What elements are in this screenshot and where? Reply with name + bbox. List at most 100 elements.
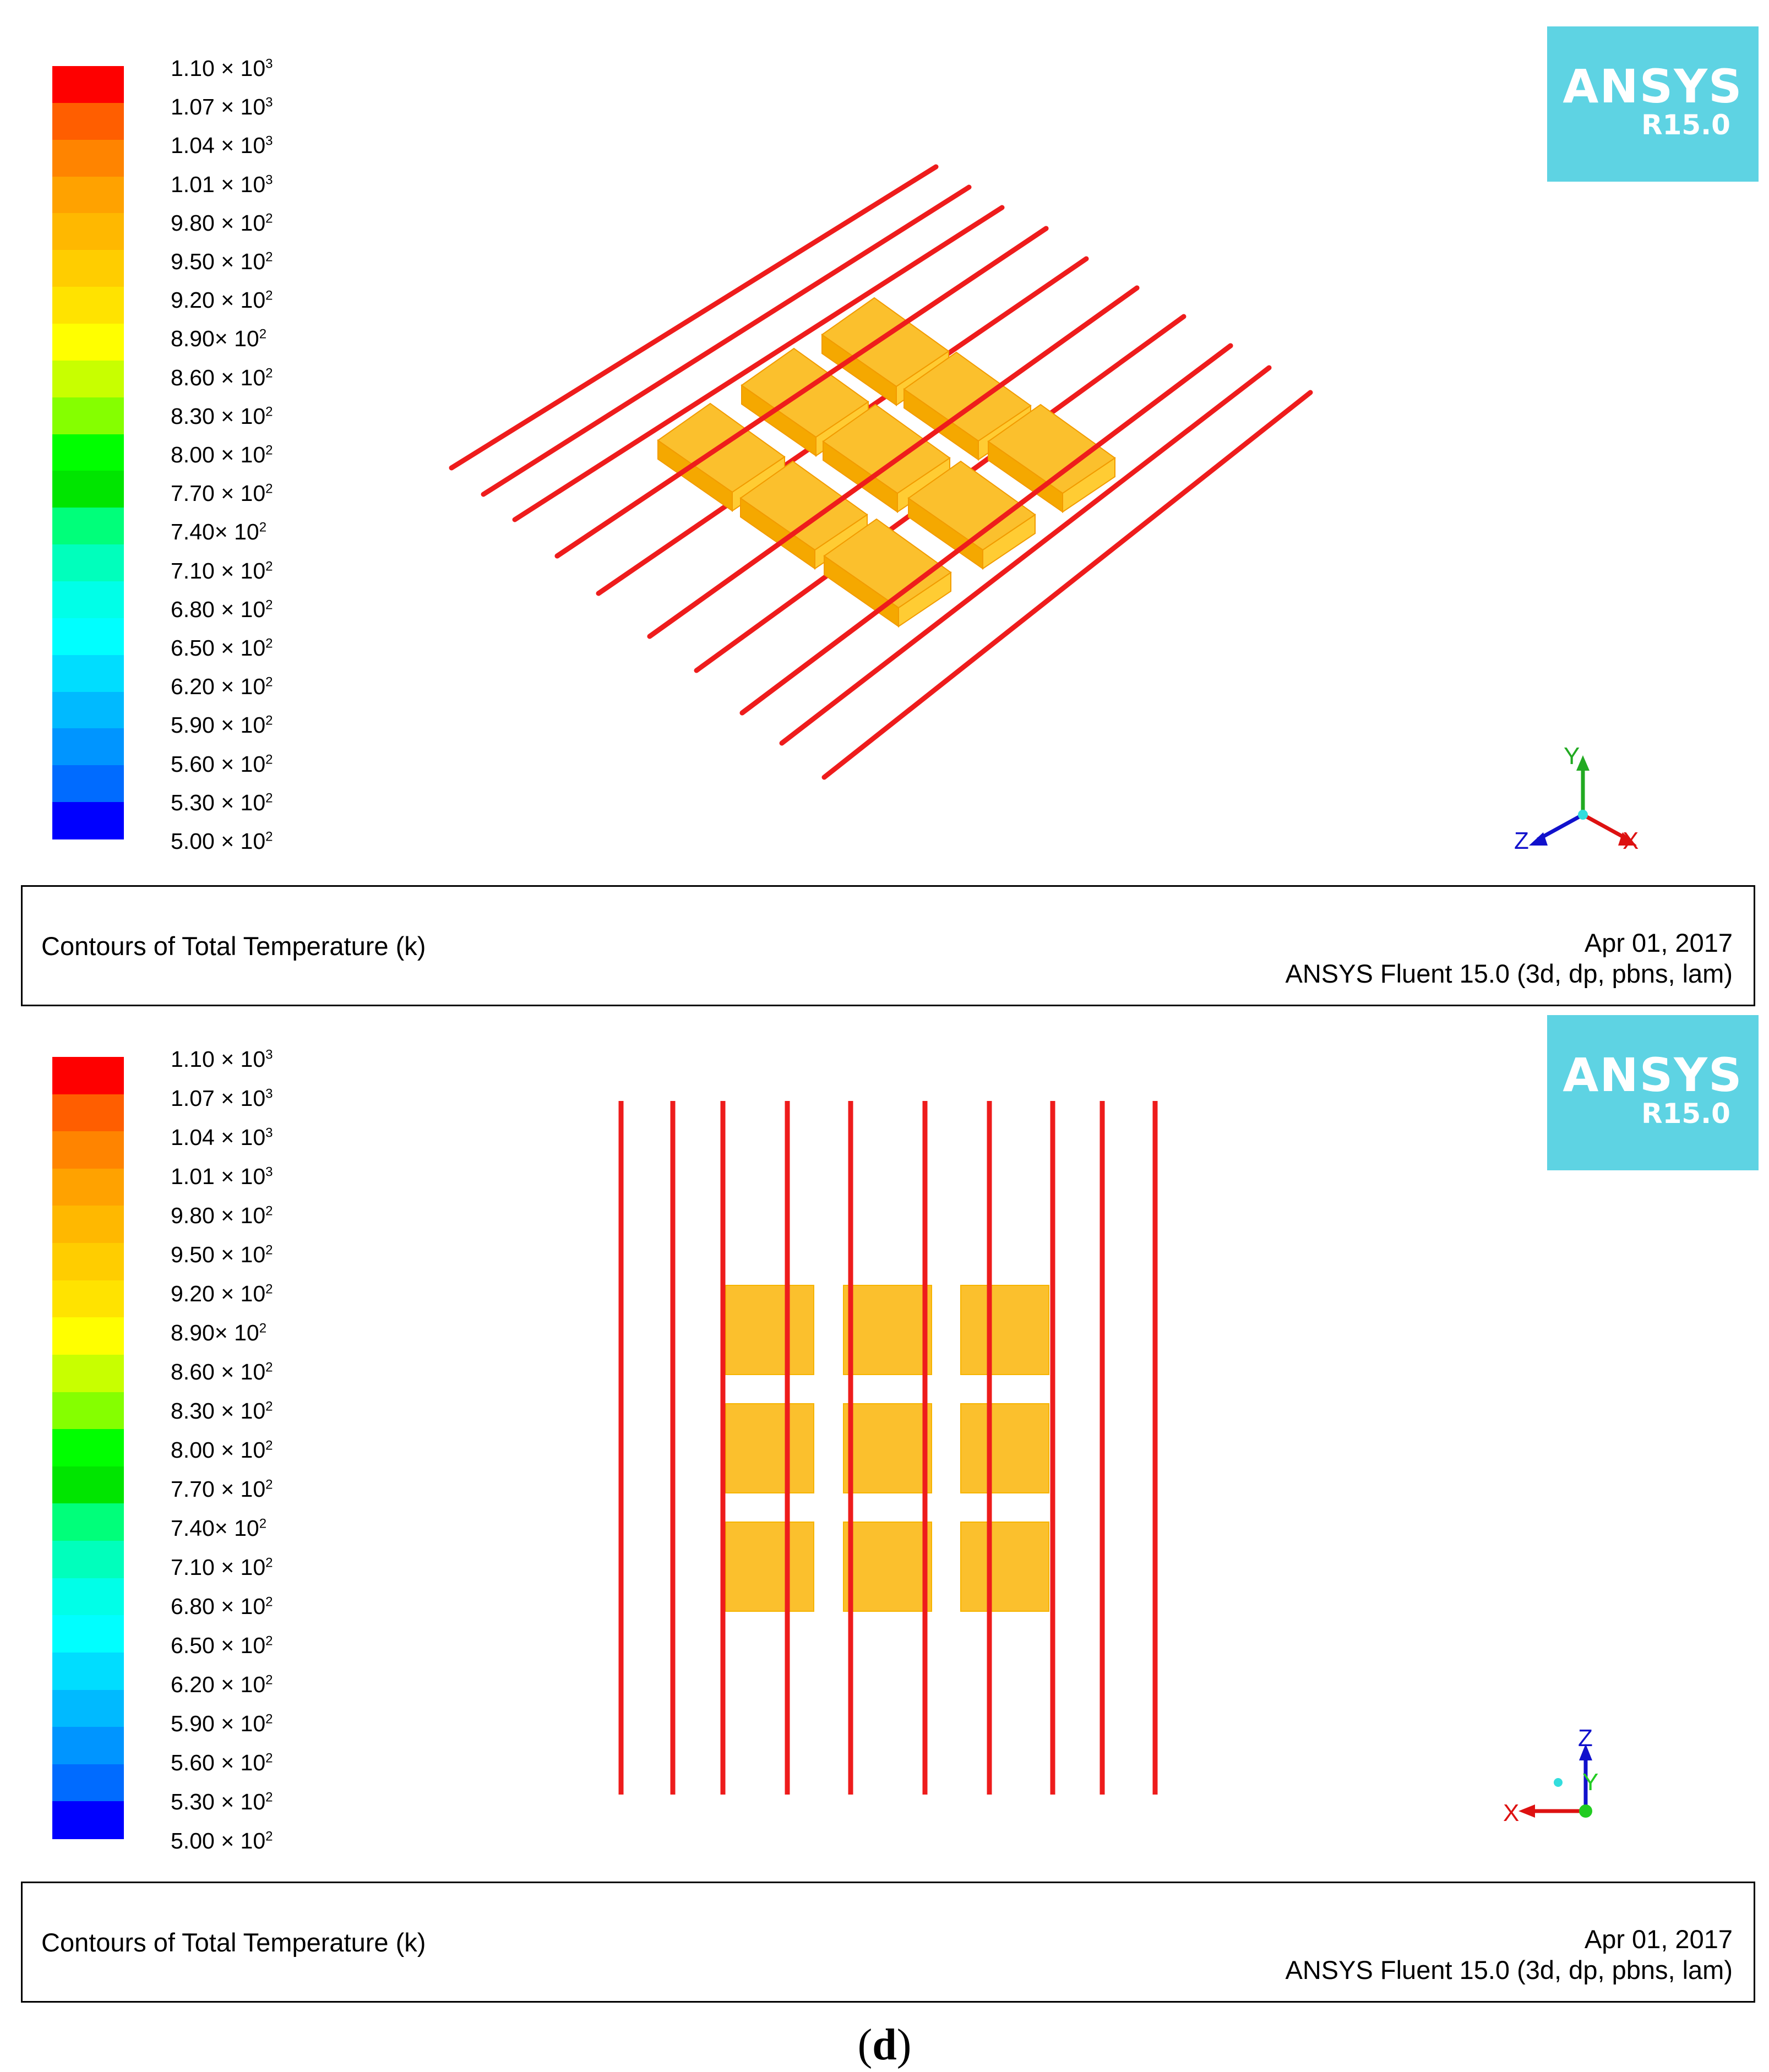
colorbar-label: 1.01 × 103: [171, 171, 273, 197]
colorbar-segment: [52, 508, 124, 546]
colorbar-segment: [52, 102, 124, 140]
block-face: [843, 1285, 932, 1375]
colorbar-segment: [52, 1615, 124, 1653]
contour-panel-front: 1.10 × 103 1.07 × 103 1.04 × 103 1.01 × 103…: [0, 1013, 1769, 2015]
z-axis-label: Z: [1514, 827, 1529, 854]
colorbar-segment: [52, 250, 124, 288]
block-top: [739, 460, 868, 551]
y-axis-label: Y: [1582, 1769, 1598, 1796]
colorbar-label: 9.20 × 102: [171, 1281, 273, 1306]
ansys-logo: ANSYS R15.0: [1547, 1015, 1759, 1170]
ansys-logo: ANSYS R15.0: [1547, 26, 1759, 182]
y-axis-arrow: [1576, 755, 1590, 771]
colorbar-label: 5.90 × 102: [171, 712, 273, 738]
colorbar-segment: [52, 1689, 124, 1728]
colorbar-segment: [52, 1094, 124, 1132]
front-scene: ZY X: [618, 1101, 1598, 1826]
colorbar-segment: [52, 1392, 124, 1430]
colorbar-segment: [52, 66, 124, 103]
colorbar-segment: [52, 287, 124, 324]
block-face: [725, 1285, 814, 1375]
colorbar-label: 8.30 × 102: [171, 403, 273, 429]
x-axis-line: [1582, 813, 1629, 842]
block-face: [725, 1522, 814, 1612]
heater-rod: [481, 184, 972, 497]
colorbar-segment: [52, 176, 124, 214]
logo-version: R15.0: [1641, 109, 1730, 141]
contour-title: Contours of Total Temperature (k): [41, 931, 426, 961]
colorbar-label: 1.04 × 103: [171, 133, 273, 159]
colorbar-segment: [52, 434, 124, 472]
colorbar-segment: [52, 471, 124, 509]
colorbar-segment: [52, 1466, 124, 1504]
colorbar-label: 6.50 × 102: [171, 1633, 273, 1658]
colorbar-segment: [52, 139, 124, 177]
block-top: [821, 297, 950, 388]
colorbar-label: 8.90× 102: [171, 326, 267, 352]
z-axis-arrow: [1579, 1744, 1592, 1760]
colorbar-label: 8.60 × 102: [171, 1359, 273, 1384]
colorbar-label: 8.60 × 102: [171, 364, 273, 390]
contour-panel-isometric: 1.10 × 103 1.07 × 103 1.04 × 103 1.01 × 103…: [0, 0, 1769, 1013]
colorbar-segment: [52, 1727, 124, 1765]
colorbar-segment: [52, 1206, 124, 1244]
colorbar-segment: [52, 1243, 124, 1281]
colorbar-segment: [52, 728, 124, 766]
block-face: [960, 1403, 1049, 1493]
block-face: [960, 1285, 1049, 1375]
x-axis-label: X: [1503, 1800, 1519, 1826]
colorbar-segment: [52, 1354, 124, 1393]
rod-front-group: [554, 226, 1233, 716]
axis-origin: [1578, 810, 1588, 820]
colorbar-segment: [52, 1317, 124, 1355]
colorbar-segment: [52, 1280, 124, 1318]
colorbar-label: 8.00 × 102: [171, 1437, 273, 1463]
figure-caption: (d): [0, 2020, 1769, 2070]
block-face: [960, 1522, 1049, 1612]
heater-rod: [449, 164, 939, 471]
colorbar-label: 1.10 × 103: [171, 56, 273, 81]
colorbar-segment: [52, 765, 124, 803]
colorbar-segment: [52, 1503, 124, 1542]
axis-marker: [1554, 1778, 1563, 1787]
rod-group: [618, 1101, 1158, 1795]
colorbar-label: 5.00 × 102: [171, 1828, 273, 1853]
colorbar-segment: [52, 1578, 124, 1616]
colorbar-label: 5.30 × 102: [171, 1789, 273, 1814]
heater-rod: [821, 390, 1313, 780]
colorbar-label: 5.60 × 102: [171, 751, 273, 777]
info-box: Contours of Total Temperature (k) Apr 01…: [21, 1882, 1755, 2003]
colorbar-segment: [52, 324, 124, 361]
colorbar-label: 9.80 × 102: [171, 210, 273, 236]
colorbar-segment: [52, 1057, 124, 1095]
colorbar-segment: [52, 1801, 124, 1839]
block-face: [725, 1403, 814, 1493]
x-axis-arrow: [1518, 1804, 1535, 1818]
temperature-colorbar: [52, 1057, 124, 1839]
colorbar-label: 7.40× 102: [171, 519, 267, 545]
z-axis-arrow: [1529, 832, 1548, 846]
colorbar-segment: [52, 1652, 124, 1691]
colorbar-label: 8.00 × 102: [171, 442, 273, 467]
block-top: [823, 518, 952, 609]
colorbar-segment: [52, 544, 124, 582]
colorbar-label: 9.50 × 102: [171, 1242, 273, 1267]
block-group: [657, 297, 1116, 628]
colorbar-segment: [52, 618, 124, 656]
colorbar-label: 1.04 × 103: [171, 1125, 273, 1150]
isometric-scene: Y X Z: [449, 164, 1639, 854]
colorbar-segment: [52, 1764, 124, 1802]
colorbar-label: 5.60 × 102: [171, 1750, 273, 1775]
logo-brand: ANSYS: [1563, 59, 1743, 113]
z-axis-label: Z: [1578, 1725, 1593, 1752]
x-axis-arrow: [1618, 832, 1637, 846]
colorbar-label: 6.20 × 102: [171, 1672, 273, 1697]
colorbar-segment: [52, 360, 124, 398]
block-top: [903, 351, 1032, 442]
colorbar-label: 6.80 × 102: [171, 596, 273, 622]
colorbar-label: 8.30 × 102: [171, 1398, 273, 1424]
colorbar-label: 9.50 × 102: [171, 249, 273, 274]
heater-rod: [779, 365, 1272, 746]
heater-rod: [647, 285, 1140, 639]
axis-triad: Y X Z: [1514, 743, 1639, 854]
